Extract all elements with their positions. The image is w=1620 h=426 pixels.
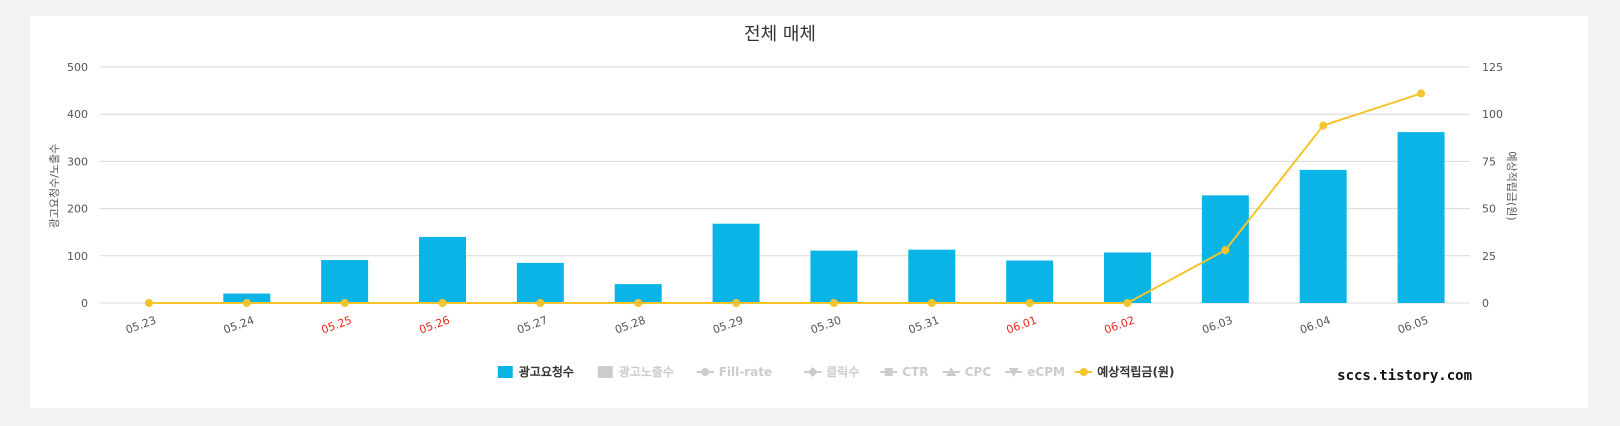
- legend-label: 예상적립금(원): [1097, 364, 1174, 379]
- y-tick-left: 400: [67, 108, 88, 121]
- bar[interactable]: [712, 223, 760, 303]
- legend-item[interactable]: CTR: [880, 365, 928, 379]
- y-axis-title-left: 광고요청수/노출수: [48, 144, 61, 229]
- x-tick-label: 06.05: [1396, 314, 1430, 337]
- y-tick-left: 500: [67, 61, 88, 74]
- legend-swatch: [497, 366, 513, 378]
- x-tick-label: 05.25: [320, 314, 354, 337]
- legend-marker: [1008, 368, 1019, 377]
- x-tick-label: 05.28: [613, 314, 647, 337]
- legend-item[interactable]: 광고요청수: [497, 364, 574, 379]
- y-tick-right: 100: [1482, 108, 1503, 121]
- x-tick-label: 06.01: [1005, 314, 1039, 337]
- legend-marker: [701, 368, 710, 376]
- x-tick-label: 05.23: [124, 314, 158, 337]
- legend-item[interactable]: CPC: [942, 365, 992, 379]
- bar[interactable]: [419, 236, 466, 303]
- y-tick-right: 25: [1482, 250, 1496, 263]
- y-tick-left: 200: [67, 203, 88, 216]
- x-tick-label: 06.04: [1298, 314, 1332, 337]
- series-line: [148, 92, 1422, 304]
- legend-marker: [884, 368, 893, 376]
- line-point[interactable]: [438, 299, 447, 307]
- x-tick-label: 05.31: [907, 314, 941, 337]
- legend-marker: [1079, 368, 1088, 376]
- chart-svg: 전체 매체 0 100 200 300 400 500 0 25 50 75 100 125 05.…: [48, 24, 1518, 384]
- chart-panel: 전체 매체 0 100 200 300 400 500 0 25 50 75 100 125 05.…: [30, 16, 1588, 408]
- x-tick-label: 06.02: [1102, 314, 1136, 337]
- legend-label: CTR: [902, 365, 928, 379]
- bars-layer: [223, 132, 1445, 303]
- x-tick-label: 06.03: [1200, 314, 1234, 337]
- legend-label: Fill-rate: [719, 365, 772, 379]
- legend-marker: [807, 367, 818, 377]
- watermark: sccs.tistory.com: [1337, 368, 1472, 384]
- legend-swatch: [597, 366, 613, 378]
- bar[interactable]: [1397, 132, 1445, 303]
- y-tick-right: 75: [1482, 155, 1496, 168]
- y-tick-left: 100: [67, 250, 88, 263]
- legend-item[interactable]: 클릭수: [804, 365, 859, 379]
- line-point[interactable]: [536, 299, 545, 307]
- line-point[interactable]: [634, 299, 643, 307]
- bar[interactable]: [516, 262, 564, 303]
- y-tick-left: 0: [81, 297, 88, 310]
- y-tick-right: 0: [1482, 297, 1489, 310]
- y-tick-left: 300: [67, 155, 88, 168]
- line-point[interactable]: [1123, 299, 1132, 307]
- bar[interactable]: [1104, 252, 1151, 303]
- legend-label: 광고노출수: [619, 364, 674, 379]
- x-tick-label: 05.30: [809, 314, 843, 337]
- x-tick-label: 05.24: [222, 314, 256, 337]
- line-point[interactable]: [732, 299, 741, 307]
- line-point[interactable]: [927, 299, 936, 307]
- line-point[interactable]: [242, 299, 251, 307]
- x-tick-label: 05.26: [417, 314, 451, 337]
- bar[interactable]: [908, 249, 956, 303]
- y-tick-right: 50: [1482, 203, 1496, 216]
- legend: 광고요청수 광고노출수 Fill-rate 클릭수 CTR CPC eCPM 예상적립금(원): [497, 364, 1174, 379]
- bar[interactable]: [614, 284, 662, 303]
- line-layer: [144, 89, 1426, 307]
- legend-label: CPC: [965, 365, 992, 379]
- x-axis: 05.23 05.24 05.25 05.26 05.27 05.28 05.29 05.30…: [124, 314, 1430, 337]
- left-axis: 0 100 200 300 400 500: [67, 61, 88, 310]
- grid-layer: [100, 66, 1470, 304]
- legend-label: 클릭수: [826, 365, 859, 379]
- y-axis-title-right: 예상적립금(원): [1505, 151, 1518, 220]
- y-tick-right: 125: [1482, 61, 1503, 74]
- line-point[interactable]: [1221, 246, 1230, 255]
- legend-marker: [946, 367, 957, 376]
- right-axis: 0 25 50 75 100 125: [1482, 61, 1503, 310]
- chart-title: 전체 매체: [744, 24, 816, 45]
- legend-item[interactable]: eCPM: [1005, 365, 1065, 379]
- line-point[interactable]: [1319, 121, 1328, 130]
- bar[interactable]: [321, 260, 369, 303]
- line-point[interactable]: [1417, 89, 1426, 98]
- line-point[interactable]: [829, 299, 838, 307]
- bar[interactable]: [1006, 260, 1054, 303]
- legend-item[interactable]: 예상적립금(원): [1075, 364, 1174, 379]
- line-point[interactable]: [1025, 299, 1034, 307]
- bar[interactable]: [223, 293, 271, 303]
- legend-item[interactable]: 광고노출수: [597, 364, 674, 379]
- bar[interactable]: [810, 250, 858, 303]
- legend-label: 광고요청수: [519, 364, 574, 379]
- line-point[interactable]: [144, 299, 153, 307]
- legend-item[interactable]: Fill-rate: [696, 365, 772, 379]
- line-point[interactable]: [340, 299, 349, 307]
- x-tick-label: 05.27: [515, 314, 549, 337]
- legend-label: eCPM: [1027, 365, 1065, 379]
- bar[interactable]: [1299, 169, 1347, 303]
- x-tick-label: 05.29: [711, 314, 745, 337]
